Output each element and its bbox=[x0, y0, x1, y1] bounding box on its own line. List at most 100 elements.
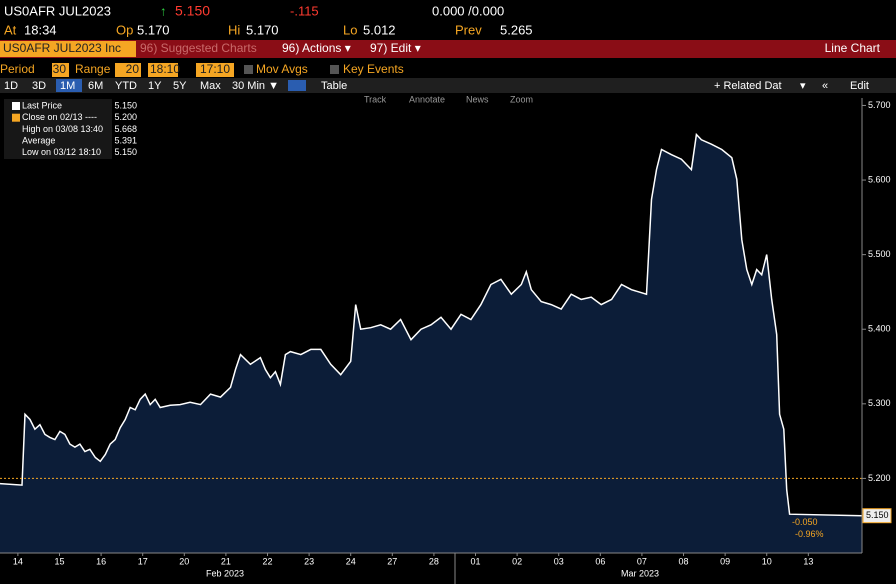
end[interactable]: 17:10 bbox=[200, 62, 230, 76]
range-button[interactable]: Table bbox=[321, 80, 347, 92]
legend-swatch bbox=[12, 113, 20, 122]
toolbar bbox=[0, 40, 896, 58]
month-label: Mar 2023 bbox=[621, 568, 659, 578]
input[interactable] bbox=[115, 63, 141, 77]
quote-value: 5.265 bbox=[500, 22, 533, 37]
y-tick-label: 5.300 bbox=[868, 398, 891, 408]
input[interactable] bbox=[196, 63, 234, 77]
tool-bar bbox=[0, 93, 862, 107]
key-events[interactable]: Key Events bbox=[343, 62, 404, 76]
x-tick-label: 17 bbox=[138, 556, 148, 566]
checkbox[interactable] bbox=[244, 65, 253, 74]
chart-tool[interactable]: Track bbox=[364, 94, 387, 104]
edit[interactable]: 97) Edit ▾ bbox=[370, 41, 421, 55]
range[interactable]: 20 bbox=[126, 62, 140, 76]
period-label: Period bbox=[0, 62, 35, 76]
right-tool[interactable]: Edit bbox=[850, 80, 869, 92]
legend-label: Last Price bbox=[22, 100, 62, 110]
range-button[interactable]: YTD bbox=[115, 80, 137, 92]
x-tick-label: 08 bbox=[679, 556, 689, 566]
quote-value: 5.170 bbox=[246, 22, 279, 37]
month-label: Feb 2023 bbox=[206, 568, 244, 578]
range-label: Range bbox=[75, 62, 111, 76]
security[interactable]: US0AFR JUL2023 Inc bbox=[3, 41, 121, 55]
quote-value: 18:34 bbox=[24, 22, 57, 37]
security-box[interactable] bbox=[0, 41, 136, 57]
chart-tool[interactable]: Annotate bbox=[409, 94, 445, 104]
plot bbox=[0, 132, 863, 553]
period[interactable]: 30 bbox=[53, 62, 67, 76]
actions[interactable]: 96) Actions ▾ bbox=[282, 41, 351, 55]
y-tick-label: 5.600 bbox=[868, 174, 891, 184]
range-button[interactable]: 30 Min ▼ bbox=[232, 80, 279, 92]
bid-ask: 0.000 /0.000 bbox=[432, 3, 504, 18]
range-bar bbox=[0, 78, 896, 93]
x-tick-label: 27 bbox=[387, 556, 397, 566]
x-tick-label: 03 bbox=[554, 556, 564, 566]
x-tick-label: 15 bbox=[54, 556, 64, 566]
x-tick-label: 01 bbox=[471, 556, 481, 566]
legend-value: 5.150 bbox=[114, 147, 137, 157]
selected-range bbox=[56, 79, 82, 92]
arrow: ↑ bbox=[160, 3, 167, 18]
chart-type[interactable]: Line Chart bbox=[825, 41, 881, 55]
y-tick-label: 5.200 bbox=[868, 473, 891, 483]
x-tick-label: 20 bbox=[179, 556, 189, 566]
legend-label: Low on 03/12 18:10 bbox=[22, 147, 101, 157]
quote-value: 5.170 bbox=[137, 22, 170, 37]
x-tick-label: 09 bbox=[720, 556, 730, 566]
chart-tool[interactable]: Zoom bbox=[510, 94, 533, 104]
suggested[interactable]: 96) Suggested Charts bbox=[140, 41, 257, 55]
range-button[interactable]: 6M bbox=[88, 80, 103, 92]
range-button[interactable]: Max bbox=[200, 80, 221, 92]
range-button[interactable]: 5Y bbox=[173, 80, 187, 92]
legend-label: Close on 02/13 ---- bbox=[22, 112, 97, 122]
y-tick-label: 5.500 bbox=[868, 249, 891, 259]
ranges: 1D 3D 1M 6M YTD 1Y 5Y Max 30 Min ▼ Table + Related… bbox=[4, 80, 869, 92]
start[interactable]: 18:10 bbox=[150, 62, 180, 76]
chart-tool[interactable]: News bbox=[466, 94, 489, 104]
x-tick-label: 16 bbox=[96, 556, 106, 566]
ticker: US0AFR JUL2023 bbox=[4, 3, 111, 18]
input[interactable] bbox=[52, 63, 69, 77]
range-button[interactable]: 1D bbox=[4, 80, 18, 92]
x-tick-label: 24 bbox=[346, 556, 356, 566]
x-tick-label: 10 bbox=[762, 556, 772, 566]
annotation: -0.050 bbox=[792, 517, 818, 527]
legend-value: 5.391 bbox=[114, 135, 137, 145]
quote-label: Hi bbox=[228, 22, 240, 37]
right-tool[interactable]: « bbox=[822, 80, 828, 92]
quote-label: Lo bbox=[343, 22, 357, 37]
legend-swatch bbox=[12, 102, 20, 110]
range-button[interactable]: 1M bbox=[60, 80, 75, 92]
input[interactable] bbox=[148, 63, 178, 77]
legend-value: 5.668 bbox=[114, 124, 137, 134]
legend-label: High on 03/08 13:40 bbox=[22, 124, 103, 134]
right-tool[interactable]: ▾ bbox=[800, 80, 806, 92]
legend-items: Last Price 5.150 Close on 02/13 ---- 5.200 H… bbox=[12, 100, 137, 157]
x-tick-label: 21 bbox=[221, 556, 231, 566]
x-tick-label: 06 bbox=[595, 556, 605, 566]
y-tick-label: 5.700 bbox=[868, 100, 891, 110]
annotation: -0.96% bbox=[795, 529, 824, 539]
quote-label: At bbox=[4, 22, 17, 37]
x-tick-label: 07 bbox=[637, 556, 647, 566]
legend bbox=[4, 99, 112, 159]
last: 5.150 bbox=[175, 3, 210, 19]
quote-label: Op bbox=[116, 22, 133, 37]
x-tick-label: 23 bbox=[304, 556, 314, 566]
x-tick-label: 28 bbox=[429, 556, 439, 566]
quote-label: Prev bbox=[455, 22, 482, 37]
checkbox[interactable] bbox=[330, 65, 339, 74]
x-tick-label: 02 bbox=[512, 556, 522, 566]
chart-icon[interactable] bbox=[288, 80, 306, 91]
right-tool[interactable]: + Related Dat bbox=[714, 80, 782, 92]
range-button[interactable]: 1Y bbox=[148, 80, 162, 92]
range-button[interactable]: 3D bbox=[32, 80, 46, 92]
chart-tools: Track Annotate News Zoom bbox=[364, 94, 533, 104]
mov-avgs[interactable]: Mov Avgs bbox=[256, 62, 308, 76]
quote-row: At 18:34 Op 5.170 Hi 5.170 Lo 5.012 Prev 5.265 bbox=[4, 22, 533, 37]
quote-value: 5.012 bbox=[363, 22, 396, 37]
last-price-label: 5.150 bbox=[866, 510, 889, 520]
